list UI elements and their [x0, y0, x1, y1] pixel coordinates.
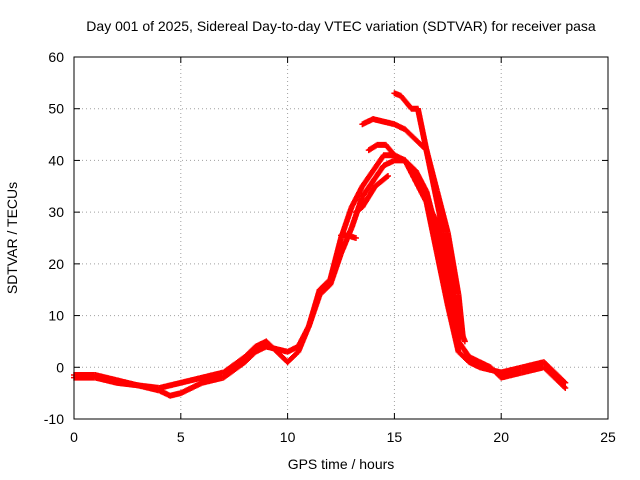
data-point-segment: [382, 141, 397, 158]
x-axis-label: GPS time / hours: [287, 456, 395, 472]
y-tick-label: 40: [48, 152, 64, 168]
data-point-segment: [423, 198, 440, 225]
data-point-segment: [402, 157, 419, 183]
x-tick-label: 5: [177, 429, 185, 445]
data-point-segment: [412, 167, 429, 194]
chart-title: Day 001 of 2025, Sidereal Day-to-day VTE…: [86, 18, 596, 34]
data-point-segment: [113, 379, 140, 389]
data-point-segment: [414, 105, 428, 142]
x-tick-label: 25: [600, 429, 616, 445]
data-point: [461, 338, 468, 345]
x-tick-label: 0: [70, 429, 78, 445]
data-point-segment: [427, 167, 440, 204]
data-point: [562, 384, 569, 391]
data-point-segment: [455, 338, 472, 359]
series-track-e: [391, 90, 464, 340]
data-point-segment: [241, 349, 258, 366]
data-point-segment: [241, 344, 258, 360]
x-tick-label: 10: [280, 429, 296, 445]
series-track-f: [338, 232, 359, 241]
data-point-segment: [434, 198, 447, 235]
data-point-segment: [359, 179, 376, 200]
data-point-segment: [359, 168, 376, 190]
data-point: [562, 379, 569, 386]
data-point-segment: [404, 100, 414, 111]
data-point-segment: [487, 364, 504, 380]
series-track-a: [71, 152, 569, 391]
data-point-segment: [402, 126, 418, 142]
data-point-segment: [352, 204, 365, 216]
data-point: [352, 235, 359, 241]
data-point-segment: [397, 92, 410, 106]
y-tick-label: 30: [48, 204, 64, 220]
data-point-segment: [440, 229, 453, 276]
y-tick-label: -10: [44, 411, 64, 427]
x-tick-label: 15: [387, 429, 403, 445]
y-tick-label: 50: [48, 101, 64, 117]
plot-frame: [73, 56, 609, 420]
data-point-segment: [446, 271, 460, 318]
data-point-segment: [305, 293, 323, 329]
data-point-segment: [370, 163, 386, 185]
data-point-segment: [177, 380, 204, 397]
data-points: [71, 90, 569, 399]
data-point: [384, 172, 391, 179]
data-point-segment: [220, 354, 247, 376]
y-tick-label: 0: [56, 359, 64, 375]
data-point-segment: [444, 229, 462, 297]
data-point: [457, 333, 464, 340]
data-point-segment: [348, 184, 365, 210]
data-point-segment: [540, 359, 568, 385]
data-point-segment: [421, 136, 434, 173]
data-point-segment: [455, 348, 472, 365]
axis-ticks: 0 5 10 15 20 25 -10 0 10 20 30 40 50 60: [44, 49, 616, 445]
data-point-segment: [220, 359, 247, 381]
data-point-segment: [370, 153, 386, 174]
data-point-segment: [316, 277, 333, 293]
data-point-segment: [540, 364, 568, 390]
data-point-segment: [444, 291, 462, 343]
data-point-segment: [316, 282, 333, 298]
data-point-segment: [412, 178, 429, 204]
series-track-g: [352, 172, 391, 216]
x-tick-label: 20: [493, 429, 509, 445]
y-tick-label: 20: [48, 256, 64, 272]
y-tick-label: 60: [48, 49, 64, 65]
data-point-segment: [295, 324, 312, 350]
data-point-segment: [378, 173, 390, 185]
y-tick-label: 10: [48, 308, 64, 324]
data-point-segment: [284, 349, 301, 366]
data-point-segment: [372, 178, 384, 190]
data-point-segment: [327, 251, 344, 288]
series-track-b: [71, 157, 569, 399]
